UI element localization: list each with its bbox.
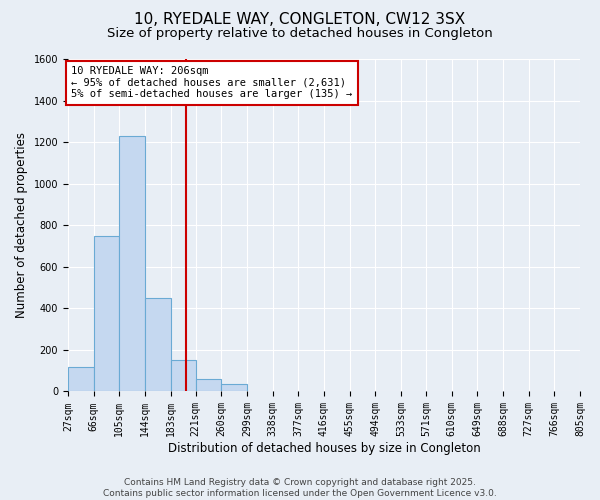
Bar — [68, 366, 94, 392]
Bar — [119, 136, 145, 392]
Bar — [145, 298, 170, 392]
Bar — [94, 236, 119, 392]
Text: 10 RYEDALE WAY: 206sqm
← 95% of detached houses are smaller (2,631)
5% of semi-d: 10 RYEDALE WAY: 206sqm ← 95% of detached… — [71, 66, 352, 100]
Y-axis label: Number of detached properties: Number of detached properties — [15, 132, 28, 318]
Bar — [196, 379, 221, 392]
Text: Size of property relative to detached houses in Congleton: Size of property relative to detached ho… — [107, 28, 493, 40]
Text: Contains HM Land Registry data © Crown copyright and database right 2025.
Contai: Contains HM Land Registry data © Crown c… — [103, 478, 497, 498]
Bar — [221, 384, 247, 392]
Text: 10, RYEDALE WAY, CONGLETON, CW12 3SX: 10, RYEDALE WAY, CONGLETON, CW12 3SX — [134, 12, 466, 28]
Bar — [170, 360, 196, 392]
X-axis label: Distribution of detached houses by size in Congleton: Distribution of detached houses by size … — [167, 442, 481, 455]
